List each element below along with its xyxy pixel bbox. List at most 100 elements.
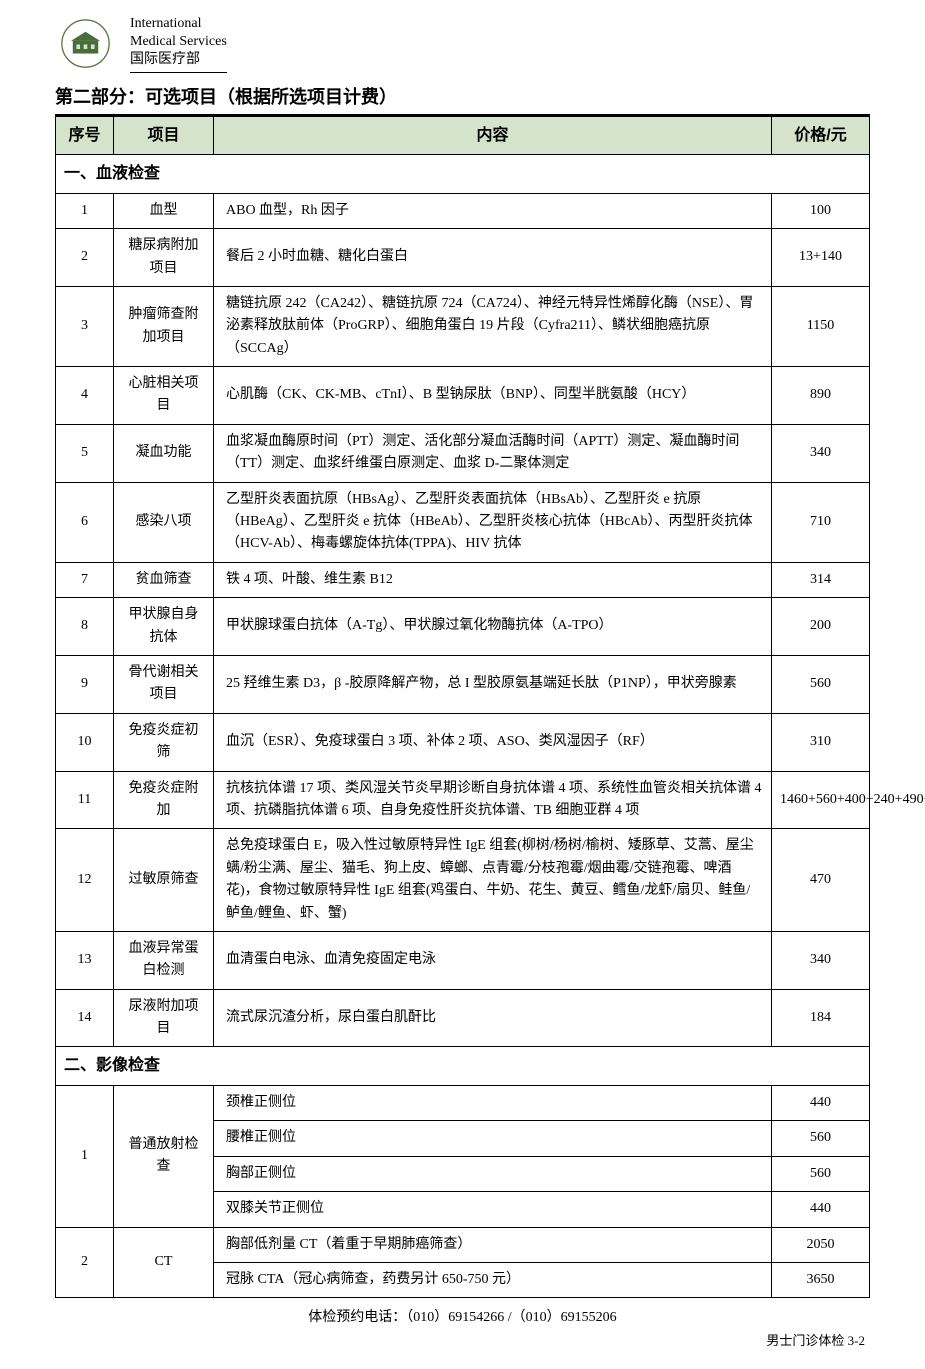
cell-seq: 2 (56, 229, 114, 287)
col-item: 项目 (114, 116, 214, 155)
cell-price: 890 (772, 367, 870, 425)
cell-price: 560 (772, 1156, 870, 1191)
cell-price: 560 (772, 1121, 870, 1156)
cell-price: 200 (772, 598, 870, 656)
cell-seq: 12 (56, 829, 114, 932)
cell-item: 糖尿病附加项目 (114, 229, 214, 287)
cell-content: 血清蛋白电泳、血清免疫固定电泳 (214, 931, 772, 989)
table-row: 3肿瘤筛查附加项目糖链抗原 242（CA242）、糖链抗原 724（CA724）… (56, 286, 870, 366)
cell-price: 3650 (772, 1263, 870, 1298)
cell-seq: 5 (56, 424, 114, 482)
table-row: 1普通放射检查颈椎正侧位440 (56, 1086, 870, 1121)
table-row: 8甲状腺自身抗体甲状腺球蛋白抗体（A-Tg）、甲状腺过氧化物酶抗体（A-TPO）… (56, 598, 870, 656)
cell-content: 心肌酶（CK、CK-MB、cTnI）、B 型钠尿肽（BNP）、同型半胱氨酸（HC… (214, 367, 772, 425)
col-seq: 序号 (56, 116, 114, 155)
cell-price: 1460+560+400+240+490+320 (772, 771, 870, 829)
cell-content: 总免疫球蛋白 E，吸入性过敏原特异性 IgE 组套(柳树/杨树/榆树、矮豚草、艾… (214, 829, 772, 932)
cell-item: 免疫炎症附加 (114, 771, 214, 829)
cell-item: 感染八项 (114, 482, 214, 562)
cell-price: 310 (772, 713, 870, 771)
cell-content: 流式尿沉渣分析，尿白蛋白肌酐比 (214, 989, 772, 1047)
table-row: 10免疫炎症初筛血沉（ESR）、免疫球蛋白 3 项、补体 2 项、ASO、类风湿… (56, 713, 870, 771)
price-table: 序号 项目 内容 价格/元 一、血液检查1血型ABO 血型，Rh 因子1002糖… (55, 116, 870, 1299)
table-row: 5凝血功能血浆凝血酶原时间（PT）测定、活化部分凝血活酶时间（APTT）测定、凝… (56, 424, 870, 482)
cell-seq: 7 (56, 562, 114, 597)
table-row: 14尿液附加项目流式尿沉渣分析，尿白蛋白肌酐比184 (56, 989, 870, 1047)
cell-price: 314 (772, 562, 870, 597)
cell-content: 双膝关节正侧位 (214, 1192, 772, 1227)
table-row: 11免疫炎症附加抗核抗体谱 17 项、类风湿关节炎早期诊断自身抗体谱 4 项、系… (56, 771, 870, 829)
cell-content: 冠脉 CTA（冠心病筛查，药费另计 650-750 元） (214, 1263, 772, 1298)
cell-item: 甲状腺自身抗体 (114, 598, 214, 656)
cell-content: 糖链抗原 242（CA242）、糖链抗原 724（CA724）、神经元特异性烯醇… (214, 286, 772, 366)
cell-price: 710 (772, 482, 870, 562)
cell-item: 普通放射检查 (114, 1086, 214, 1228)
page-header: International Medical Services 国际医疗部 (55, 15, 870, 73)
cell-content: 铁 4 项、叶酸、维生素 B12 (214, 562, 772, 597)
cell-price: 2050 (772, 1227, 870, 1262)
cell-item: 凝血功能 (114, 424, 214, 482)
org-cn: 国际医疗部 (130, 51, 227, 69)
table-row: 2CT胸部低剂量 CT（着重于早期肺癌筛查）2050 (56, 1227, 870, 1262)
cell-item: 血型 (114, 193, 214, 228)
cell-item: 免疫炎症初筛 (114, 713, 214, 771)
table-header-row: 序号 项目 内容 价格/元 (56, 116, 870, 155)
cell-price: 340 (772, 424, 870, 482)
cell-price: 440 (772, 1086, 870, 1121)
cell-content: 餐后 2 小时血糖、糖化白蛋白 (214, 229, 772, 287)
cell-seq: 4 (56, 367, 114, 425)
cell-seq: 2 (56, 1227, 114, 1298)
cell-price: 100 (772, 193, 870, 228)
cell-content: 胸部正侧位 (214, 1156, 772, 1191)
table-row: 1血型ABO 血型，Rh 因子100 (56, 193, 870, 228)
table-row: 4心脏相关项目心肌酶（CK、CK-MB、cTnI）、B 型钠尿肽（BNP）、同型… (56, 367, 870, 425)
cell-content: 25 羟维生素 D3，β -胶原降解产物，总 I 型胶原氨基端延长肽（P1NP）… (214, 656, 772, 714)
col-content: 内容 (214, 116, 772, 155)
cell-seq: 13 (56, 931, 114, 989)
footer-phone: 体检预约电话：（010）69154266 /（010）69155206 (55, 1306, 870, 1326)
cell-seq: 14 (56, 989, 114, 1047)
cell-seq: 1 (56, 1086, 114, 1228)
cell-seq: 11 (56, 771, 114, 829)
table-row: 7贫血筛查铁 4 项、叶酸、维生素 B12314 (56, 562, 870, 597)
cell-price: 1150 (772, 286, 870, 366)
cell-content: ABO 血型，Rh 因子 (214, 193, 772, 228)
cell-item: 骨代谢相关项目 (114, 656, 214, 714)
cell-item: 心脏相关项目 (114, 367, 214, 425)
cell-seq: 8 (56, 598, 114, 656)
page-number: 男士门诊体检 3-2 (55, 1330, 870, 1349)
table-row: 6感染八项乙型肝炎表面抗原（HBsAg）、乙型肝炎表面抗体（HBsAb）、乙型肝… (56, 482, 870, 562)
cell-content: 甲状腺球蛋白抗体（A-Tg）、甲状腺过氧化物酶抗体（A-TPO） (214, 598, 772, 656)
cell-seq: 1 (56, 193, 114, 228)
category-label: 一、血液检查 (56, 155, 870, 194)
cell-item: 尿液附加项目 (114, 989, 214, 1047)
cell-price: 470 (772, 829, 870, 932)
cell-price: 440 (772, 1192, 870, 1227)
cell-item: CT (114, 1227, 214, 1298)
cell-item: 血液异常蛋白检测 (114, 931, 214, 989)
section-title: 第二部分：可选项目（根据所选项目计费） (55, 83, 870, 116)
col-price: 价格/元 (772, 116, 870, 155)
cell-seq: 9 (56, 656, 114, 714)
category-label: 二、影像检查 (56, 1047, 870, 1086)
org-name: International Medical Services 国际医疗部 (130, 15, 227, 73)
cell-content: 血浆凝血酶原时间（PT）测定、活化部分凝血活酶时间（APTT）测定、凝血酶时间（… (214, 424, 772, 482)
hospital-logo (55, 19, 115, 69)
org-en-2: Medical Services (130, 33, 227, 51)
table-row: 12过敏原筛查总免疫球蛋白 E，吸入性过敏原特异性 IgE 组套(柳树/杨树/榆… (56, 829, 870, 932)
table-row: 2糖尿病附加项目餐后 2 小时血糖、糖化白蛋白13+140 (56, 229, 870, 287)
cell-price: 13+140 (772, 229, 870, 287)
cell-price: 560 (772, 656, 870, 714)
cell-item: 贫血筛查 (114, 562, 214, 597)
cell-content: 颈椎正侧位 (214, 1086, 772, 1121)
cell-seq: 3 (56, 286, 114, 366)
cell-content: 抗核抗体谱 17 项、类风湿关节炎早期诊断自身抗体谱 4 项、系统性血管炎相关抗… (214, 771, 772, 829)
cell-item: 肿瘤筛查附加项目 (114, 286, 214, 366)
cell-content: 胸部低剂量 CT（着重于早期肺癌筛查） (214, 1227, 772, 1262)
category-row: 一、血液检查 (56, 155, 870, 194)
cell-seq: 6 (56, 482, 114, 562)
cell-seq: 10 (56, 713, 114, 771)
org-en-1: International (130, 15, 227, 33)
category-row: 二、影像检查 (56, 1047, 870, 1086)
cell-content: 乙型肝炎表面抗原（HBsAg）、乙型肝炎表面抗体（HBsAb）、乙型肝炎 e 抗… (214, 482, 772, 562)
